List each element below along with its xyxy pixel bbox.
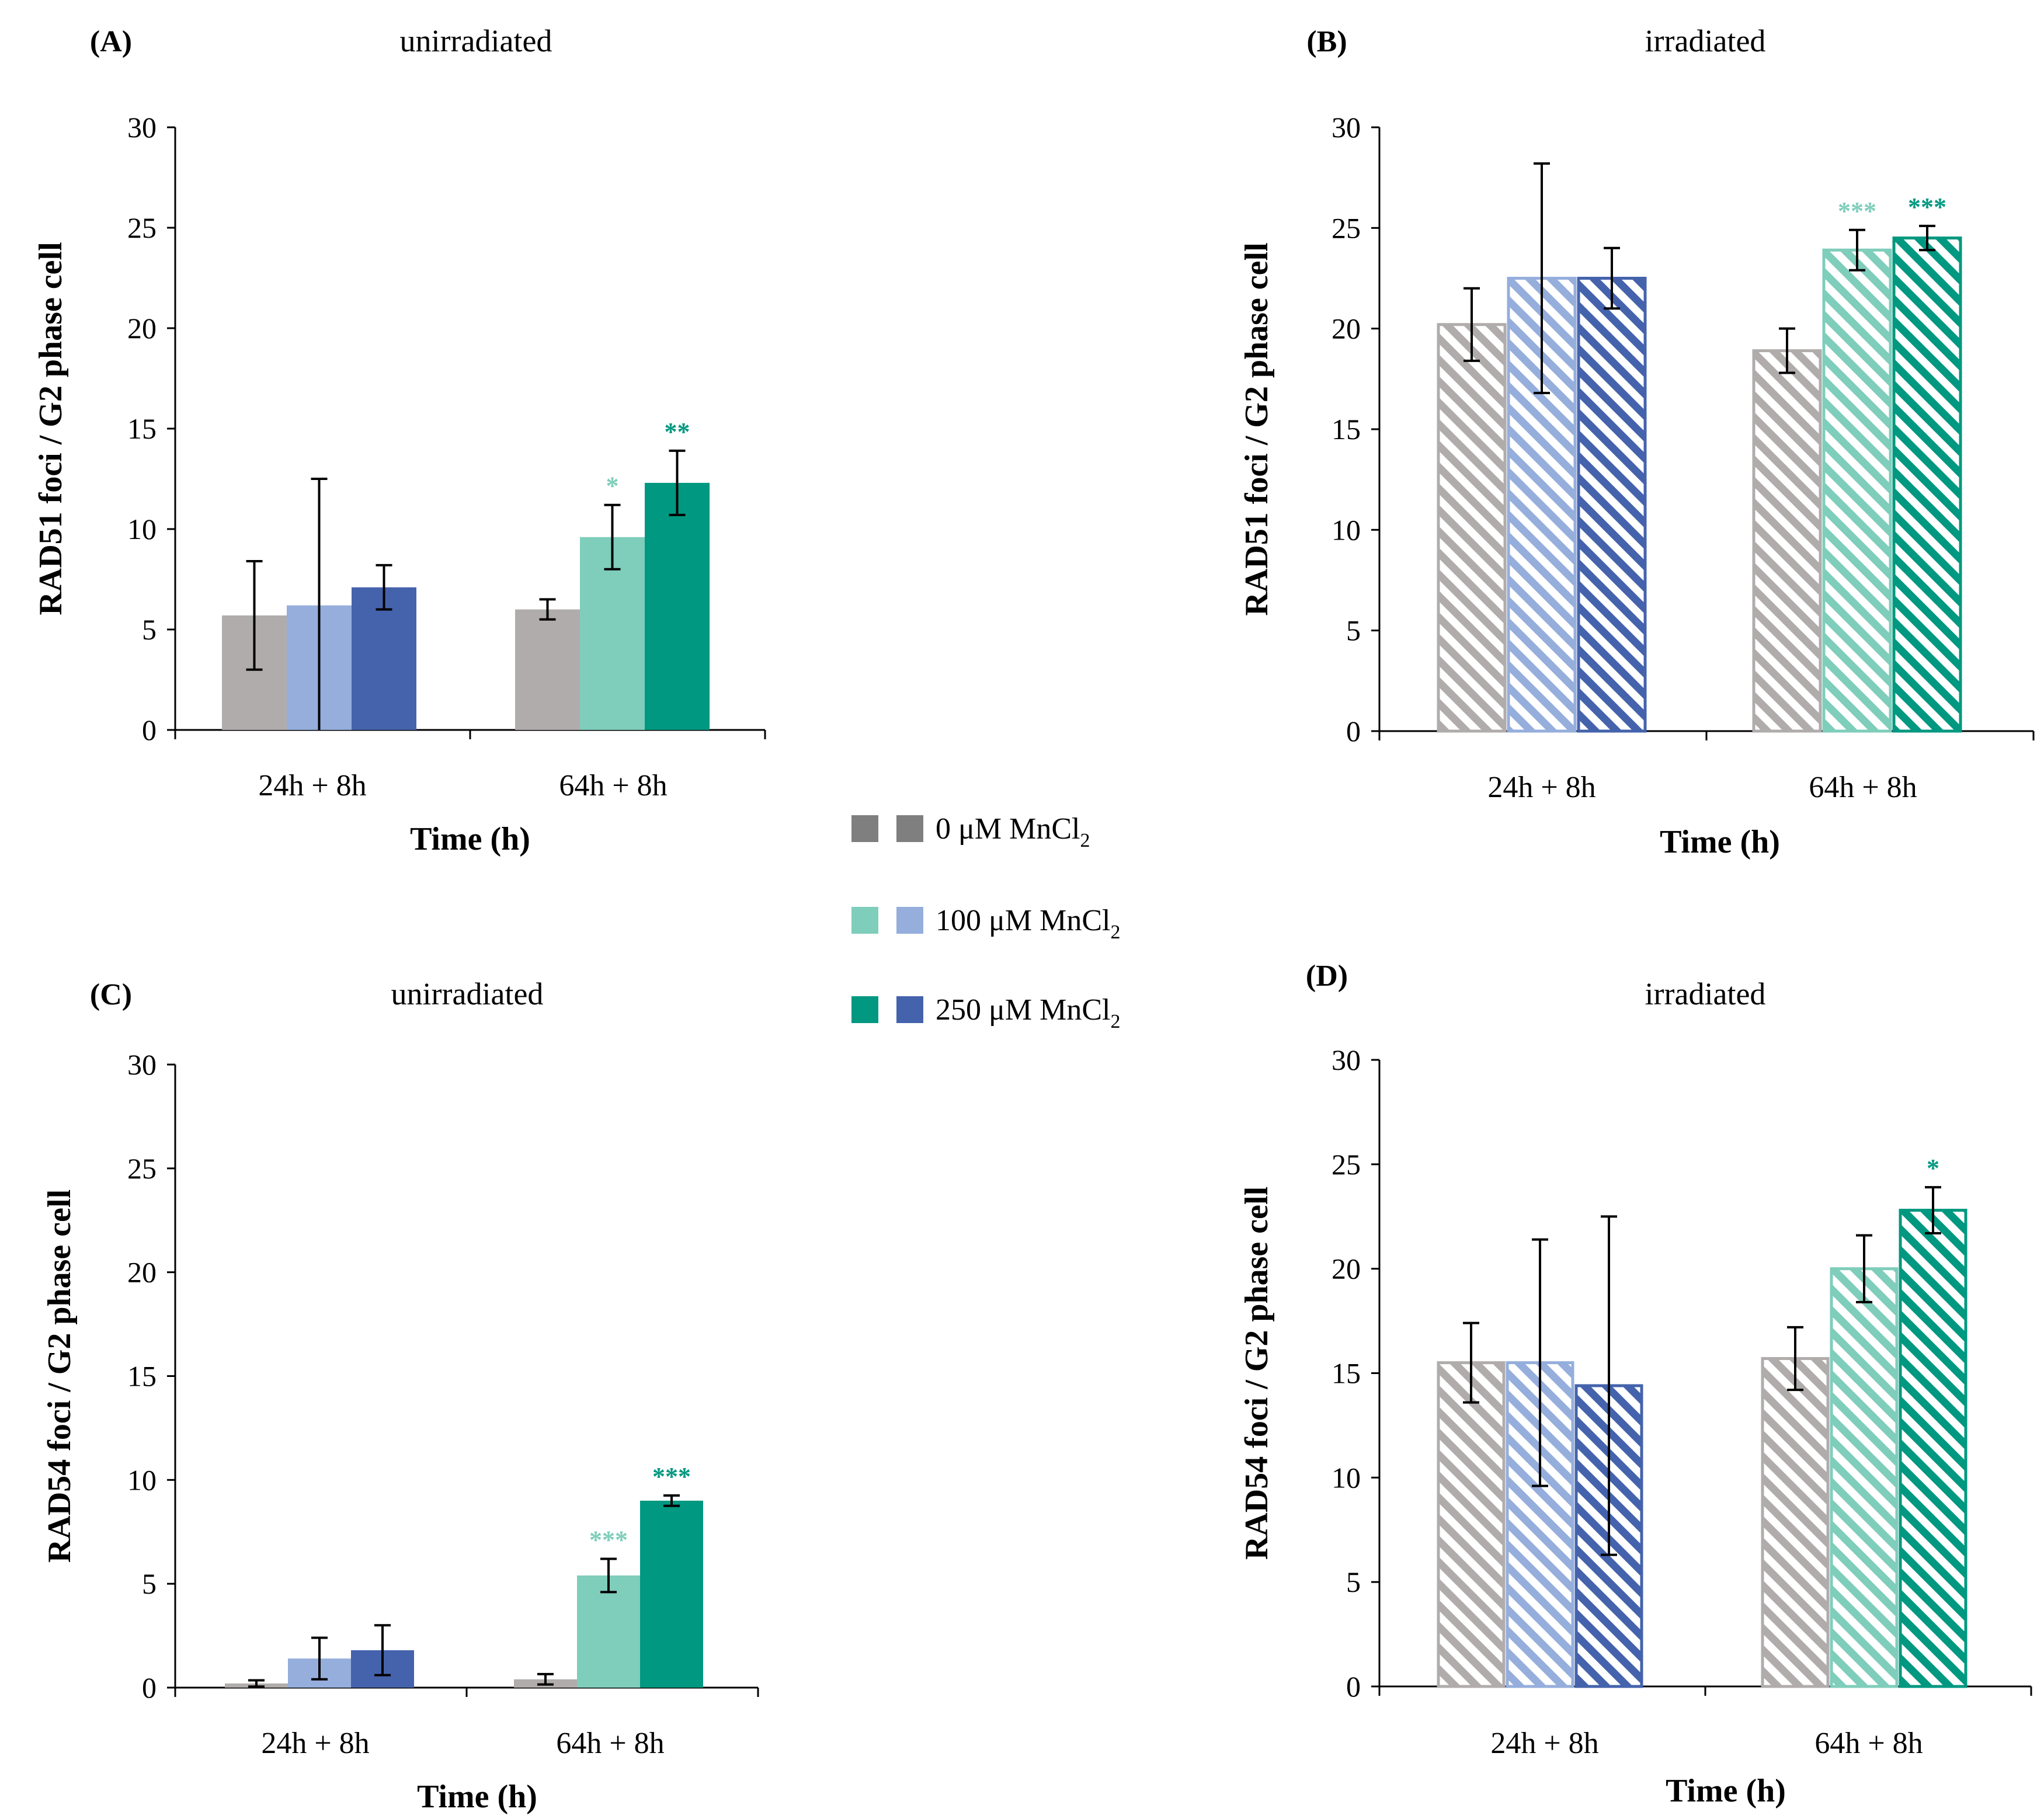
chart-title: irradiated [1645,23,1766,58]
bar [1752,349,1822,733]
significance-label: * [606,472,619,500]
x-tick-label: 64h + 8h [1809,771,1917,804]
y-tick-label: 20 [127,1256,157,1289]
y-tick-label: 5 [142,1567,157,1600]
y-tick-label: 0 [1346,715,1361,747]
legend-swatch [851,907,878,934]
legend: 0 μM MnCl2 100 μM MnCl2 250 μM MnCl2 [851,812,1120,1032]
bar [1437,1361,1506,1688]
y-tick-label: 25 [127,211,157,244]
y-tick-label: 5 [1346,614,1361,647]
bar [515,609,580,730]
y-tick-label: 5 [1346,1566,1361,1598]
bar [1761,1357,1830,1688]
legend-swatch [851,996,878,1023]
legend-subscript: 2 [1110,1011,1120,1032]
x-tick-label: 24h + 8h [258,769,366,802]
legend-swatch [896,907,923,934]
significance-label: *** [589,1525,628,1554]
y-axis-label: RAD54 foci / G2 phase cell [41,1190,78,1563]
x-tick-label: 64h + 8h [1814,1727,1923,1760]
x-tick-label: 64h + 8h [556,1727,664,1760]
x-axis-label: Time (h) [1660,824,1780,860]
bar [1899,1209,1967,1688]
legend-swatch [896,815,923,842]
y-tick-label: 10 [1332,513,1361,546]
y-axis-label: RAD51 foci / G2 phase cell [1239,242,1275,615]
legend-item: 100 μM MnCl2 [851,904,1120,943]
y-axis-label: RAD51 foci / G2 phase cell [33,242,69,615]
chart-panel-d: (D) irradiated 0 5 10 15 20 25 30 * 24h + 8h 64h + … [1239,959,2032,1809]
panel-letter: (C) [90,978,132,1011]
x-axis-label: Time (h) [1666,1773,1786,1809]
bar [640,1500,703,1688]
bar [1437,323,1507,733]
bar [645,482,710,730]
bar [1830,1267,1899,1688]
x-tick-label: 24h + 8h [261,1727,369,1760]
chart-panel-b: (B) irradiated 0 5 10 15 20 25 30 *** *** 24h + 8h 6… [1239,23,2035,860]
panel-letter: (D) [1306,959,1348,993]
y-axis-label: RAD54 foci / G2 phase cell [1239,1187,1275,1560]
legend-item: 0 μM MnCl2 [851,812,1090,851]
x-axis-label: Time (h) [417,1779,537,1815]
bar [352,587,416,730]
chart-title: unirradiated [391,976,544,1011]
bar [577,1575,640,1688]
y-tick-label: 30 [127,1048,157,1081]
legend-swatch [851,815,878,842]
y-tick-label: 10 [1332,1461,1361,1494]
y-tick-label: 15 [1332,413,1361,446]
legend-subscript: 2 [1080,830,1090,851]
y-tick-label: 0 [1346,1670,1361,1703]
y-tick-label: 20 [127,312,157,345]
significance-label: *** [1908,193,1946,221]
legend-label: 100 μM MnCl2 [936,904,1120,943]
y-tick-label: 15 [127,412,157,445]
x-tick-label: 24h + 8h [1490,1727,1598,1760]
legend-label: 250 μM MnCl2 [936,993,1120,1032]
legend-label: 0 μM MnCl2 [936,812,1090,851]
y-tick-label: 0 [142,1671,157,1704]
y-tick-label: 30 [1332,111,1361,144]
y-tick-label: 10 [127,1463,157,1496]
significance-label: * [1927,1154,1939,1182]
y-tick-label: 20 [1332,312,1361,345]
y-tick-label: 15 [1332,1357,1361,1390]
significance-label: *** [652,1462,691,1491]
legend-subscript: 2 [1110,921,1120,943]
y-tick-label: 0 [142,714,157,746]
y-tick-label: 30 [127,111,157,144]
x-axis-label: Time (h) [410,821,530,857]
y-tick-label: 5 [142,613,157,646]
bar [1892,236,1962,733]
y-tick-label: 25 [1332,1148,1361,1181]
x-tick-label: 64h + 8h [559,769,667,802]
chart-title: irradiated [1645,976,1766,1011]
y-tick-label: 30 [1332,1044,1361,1076]
y-tick-label: 20 [1332,1253,1361,1285]
significance-label: ** [665,418,690,446]
panel-letter: (A) [90,25,132,58]
y-tick-label: 25 [1332,211,1361,244]
panel-letter: (B) [1306,25,1347,58]
chart-title: unirradiated [400,23,552,58]
legend-swatch [896,996,923,1023]
y-tick-label: 25 [127,1152,157,1185]
significance-label: *** [1838,197,1876,225]
bar [1577,277,1647,733]
bar [1822,248,1892,733]
legend-item: 250 μM MnCl2 [851,993,1120,1032]
chart-panel-c: (C) unirradiated 0 5 10 15 20 25 30 *** *** 24h + 8… [41,976,759,1815]
y-tick-label: 10 [127,513,157,545]
y-tick-label: 15 [127,1360,157,1393]
x-tick-label: 24h + 8h [1487,771,1595,804]
